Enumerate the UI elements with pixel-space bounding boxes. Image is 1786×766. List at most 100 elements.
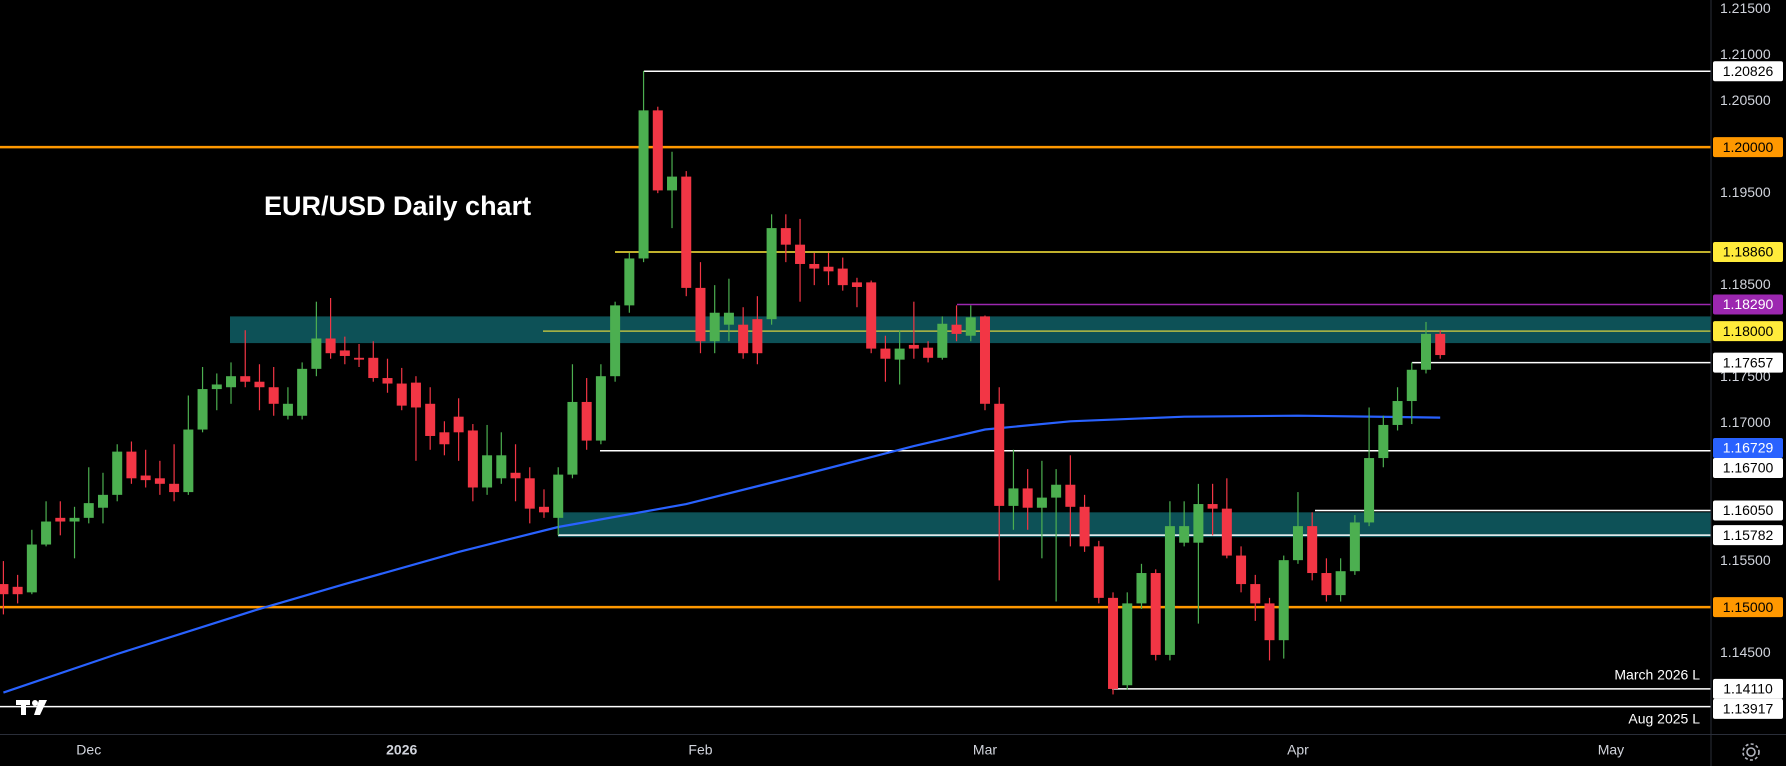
candle-body [1108, 597, 1119, 689]
candle-body [154, 478, 165, 484]
candle-body [823, 266, 834, 272]
candle-body [354, 357, 365, 360]
candle-body [937, 323, 948, 358]
candle-body [282, 403, 293, 416]
candle-body [425, 403, 436, 436]
x-tick-label: Dec [76, 742, 101, 758]
candle-body [453, 416, 464, 433]
candle-body [866, 282, 877, 349]
candle-body [1406, 369, 1417, 402]
candle-body [97, 494, 108, 508]
plot-area: March 2026 L Aug 2025 L [0, 70, 1711, 726]
candle-body [410, 382, 421, 408]
candle-body [1150, 573, 1161, 655]
candle-body [510, 472, 521, 479]
candle-body [26, 544, 37, 593]
x-tick-label: Mar [973, 742, 997, 758]
y-tick-label: 1.21500 [1720, 0, 1771, 16]
price-label: 1.18000 [1723, 323, 1774, 339]
price-label-box [1713, 137, 1783, 158]
candle-body [894, 348, 905, 360]
candle-body [1236, 555, 1247, 585]
price-label: 1.14110 [1723, 681, 1773, 697]
candle-body [1136, 573, 1147, 604]
candle-body [908, 344, 919, 349]
candle-body [325, 338, 336, 354]
y-tick-label: 1.20500 [1720, 92, 1771, 108]
candle-body [83, 503, 94, 518]
candle-body [1122, 603, 1133, 686]
candle-body [809, 263, 820, 269]
x-tick-label: May [1598, 742, 1624, 758]
price-label-box [1713, 321, 1783, 342]
candle-body [610, 305, 621, 377]
x-tick-label: Apr [1287, 742, 1309, 758]
price-label-box [1713, 458, 1783, 479]
price-label-box [1713, 242, 1783, 263]
candle-body [638, 110, 649, 259]
candle-body [396, 383, 407, 406]
candle-body [567, 401, 578, 475]
candle-body [1335, 571, 1346, 596]
candle-body [1264, 603, 1275, 641]
price-label-box [1713, 294, 1783, 315]
candle-body [1022, 488, 1033, 508]
price-label: 1.17657 [1723, 354, 1774, 370]
candle-body [851, 282, 862, 287]
candle-body [211, 384, 222, 390]
candle-body [1164, 526, 1175, 655]
price-label-box [1713, 438, 1783, 459]
candle-body [1051, 484, 1062, 498]
candle-body [12, 586, 23, 595]
candle-body [766, 228, 777, 320]
price-label-box [1713, 352, 1783, 373]
candle-body [738, 324, 749, 354]
candle-body [1378, 424, 1389, 459]
candle-body [311, 338, 322, 369]
candle-body [55, 517, 66, 522]
price-label-box [1713, 61, 1783, 82]
price-label: 1.18290 [1723, 296, 1774, 312]
candle-body [1421, 333, 1431, 370]
candle-body [1036, 497, 1047, 508]
candle-body [1250, 584, 1261, 604]
candle-body [595, 376, 606, 441]
price-label: 1.20000 [1723, 139, 1774, 155]
y-tick-label: 1.17000 [1720, 414, 1771, 430]
candle-body [553, 474, 564, 518]
candle-body [965, 317, 976, 336]
candle-body [1065, 484, 1076, 507]
level-note: Aug 2025 L [1628, 710, 1700, 726]
candle-body [268, 387, 279, 404]
candle-body [538, 506, 549, 513]
candle-body [297, 368, 308, 416]
price-label-box [1713, 597, 1783, 618]
candle-body [837, 268, 848, 286]
candle-body [780, 228, 791, 245]
candle-body [439, 432, 450, 445]
candle-body [240, 376, 251, 382]
y-tick-label: 1.19500 [1720, 184, 1771, 200]
candle-body [41, 521, 52, 545]
x-tick-label: Feb [688, 742, 712, 758]
candle-body [169, 483, 180, 493]
candle-body [1008, 488, 1019, 506]
price-label: 1.15000 [1723, 599, 1774, 615]
x-tick-label: 2026 [386, 742, 417, 758]
candle-body [1221, 508, 1232, 556]
candle-body [339, 350, 350, 356]
candle-body [126, 451, 137, 479]
candle-body [112, 451, 123, 495]
candle-body [1292, 526, 1303, 561]
candle-body [1307, 526, 1318, 574]
candle-body [382, 378, 393, 384]
price-label: 1.16729 [1723, 440, 1774, 456]
candle-body [709, 312, 720, 342]
price-label: 1.16700 [1723, 460, 1774, 476]
settings-icon[interactable] [1742, 743, 1760, 761]
price-label: 1.20826 [1723, 63, 1774, 79]
candle-body [1392, 401, 1403, 425]
candle-body [1435, 333, 1446, 356]
